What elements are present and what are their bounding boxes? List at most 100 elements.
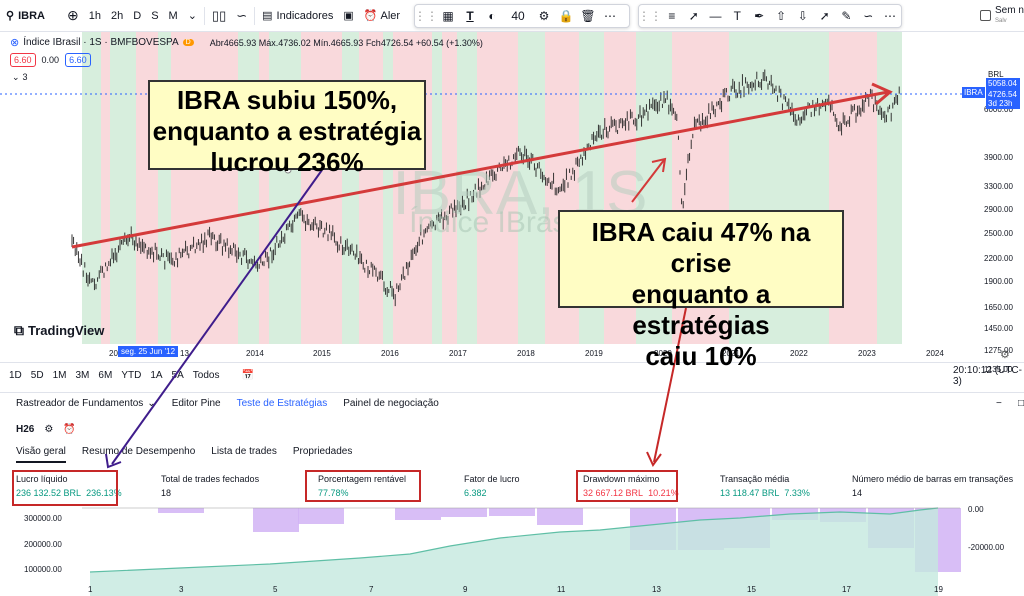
regime-band	[457, 32, 465, 344]
regime-band	[877, 32, 902, 344]
chart-settings-gear-icon[interactable]: ⚙	[1000, 349, 1010, 361]
alarm-add-icon[interactable]: ⏰	[63, 424, 76, 435]
sell-button[interactable]: 6.60	[10, 53, 36, 67]
trendline-icon[interactable]: ➚	[688, 9, 699, 23]
regime-band	[269, 32, 301, 344]
divider	[203, 6, 205, 25]
time-tick: 2022	[790, 349, 808, 358]
lock-icon[interactable]: 🔒	[558, 9, 574, 23]
regime-band	[128, 32, 136, 344]
horizontal-line-icon[interactable]: —	[709, 9, 722, 23]
metric-avg-bars: Número médio de barras em transações 14	[852, 474, 1014, 498]
regime-band	[442, 32, 457, 344]
equity-chart[interactable]: 300000.00 200000.00 100000.00 0.00 -20000.00…	[0, 506, 1024, 596]
high-price-tag: 5058.04	[986, 78, 1020, 89]
indicators-toggle[interactable]: ⌄ 3	[12, 72, 28, 83]
tab-fundamentals[interactable]: Rastreador de Fundamentos	[16, 398, 144, 409]
text-color-icon[interactable]: T	[466, 9, 474, 23]
save-area[interactable]: Sem n Salv	[995, 5, 1024, 25]
minimize-icon[interactable]: −	[996, 398, 1002, 409]
interval-d[interactable]: D	[133, 9, 142, 22]
arrow-down-icon[interactable]: ⇩	[797, 9, 808, 23]
indicators-button[interactable]: ▤ Indicadores	[257, 0, 338, 32]
font-size-value[interactable]: 40	[511, 9, 525, 23]
interval-m[interactable]: M	[168, 9, 178, 22]
data-source-badge: D	[182, 39, 194, 46]
more-icon[interactable]: ⋯	[604, 9, 616, 23]
drawdown-bar	[298, 508, 344, 524]
pen-icon[interactable]: ✎	[841, 9, 852, 23]
line-style-icon[interactable]: ∽	[236, 7, 248, 23]
candles-icon[interactable]: ▯▯	[211, 7, 227, 23]
fill-color-icon[interactable]: ◐	[488, 9, 496, 23]
callout-rise[interactable]: IBRA subiu 150%, enquanto a estratégia l…	[148, 80, 426, 177]
legend-title[interactable]: Índice IBrasil · 1S · BMFBOVESPA	[23, 37, 179, 48]
chevron-down-icon[interactable]: ⌄	[147, 398, 156, 409]
text-tool-icon[interactable]: T	[733, 9, 742, 23]
highlight-percent-profitable	[305, 470, 421, 502]
regime-band	[865, 32, 877, 344]
alert-button[interactable]: ⏰ Aler	[359, 0, 405, 32]
tradingview-logo[interactable]: ⧉ TradingView	[14, 322, 105, 338]
compare-button[interactable]: ⊕	[62, 0, 84, 32]
price-axis[interactable]: BRL 6000.00 3900.00 3300.00 2900.00 2500.00 2…	[968, 64, 1024, 394]
clock-label[interactable]: 20:10:12 (UTC-3)	[953, 364, 1022, 387]
crash-arrow-line[interactable]	[631, 159, 665, 203]
range-ytd[interactable]: YTD	[121, 370, 142, 381]
arrow-up-icon[interactable]: ⇧	[775, 9, 786, 23]
regime-band	[238, 32, 259, 344]
time-tick: 13	[180, 349, 189, 358]
drag-handle-icon[interactable]: ⋮⋮	[638, 9, 662, 23]
range-todos[interactable]: Todos	[192, 370, 220, 381]
bottom-panel-tabs: Rastreador de Fundamentos ⌄ Editor Pine …	[0, 392, 1024, 414]
interval-dropdown[interactable]: ⌄	[183, 0, 202, 32]
price-tick: 2900.00	[984, 205, 1013, 214]
symbol-search[interactable]: ⚲ IBRA	[0, 0, 62, 32]
range-1m[interactable]: 1M	[52, 370, 67, 381]
tab-pine-editor[interactable]: Editor Pine	[171, 398, 221, 409]
callout-crash[interactable]: IBRA caiu 47% na crise enquanto a estrat…	[558, 210, 844, 371]
tab-trading-panel[interactable]: Painel de negociação	[343, 398, 439, 409]
regime-band	[477, 32, 496, 344]
tab-trades-list[interactable]: Lista de trades	[211, 446, 277, 457]
tab-strategy-tester[interactable]: Teste de Estratégias	[236, 398, 328, 409]
time-tick: 2016	[381, 349, 399, 358]
templates-icon[interactable]: ▣	[343, 10, 354, 22]
more-icon[interactable]: ⋯	[884, 9, 897, 23]
strategy-name[interactable]: H26	[16, 424, 35, 435]
buy-button[interactable]: 6.60	[65, 53, 91, 67]
interval-s[interactable]: S	[151, 9, 159, 22]
tab-performance[interactable]: Resumo de Desempenho	[81, 446, 196, 457]
calendar-icon[interactable]: 📅	[241, 370, 254, 381]
template-grid-icon[interactable]: ▦	[442, 9, 454, 23]
brush-icon[interactable]: ✒	[754, 9, 765, 23]
strategy-settings-icon[interactable]: ⚙	[44, 424, 54, 435]
range-5a[interactable]: 5A	[171, 370, 184, 381]
drag-handle-icon[interactable]: ⋮⋮	[414, 9, 438, 23]
settings-gear-icon[interactable]: ⚙	[538, 9, 550, 23]
regime-band	[110, 32, 128, 344]
symbol-label: IBRA	[18, 9, 45, 22]
chevron-down-icon: ⌄	[187, 10, 197, 22]
range-1a[interactable]: 1A	[150, 370, 163, 381]
interval-1h[interactable]: 1h	[88, 9, 101, 22]
tab-overview[interactable]: Visão geral	[16, 446, 66, 463]
fib-icon[interactable]: ≡	[668, 9, 676, 23]
watermark-name: Índice IBrasil	[409, 206, 581, 239]
range-1d[interactable]: 1D	[9, 370, 22, 381]
layout-checkbox[interactable]	[975, 0, 996, 32]
trade-number-tick: 19	[934, 585, 943, 594]
ohlc-values: Abr4665.93 Máx.4736.02 Mín.4665.93 Fch47…	[209, 37, 483, 48]
interval-2h[interactable]: 2h	[110, 9, 124, 22]
arrow-tool-icon[interactable]: ➚	[819, 9, 830, 23]
range-5d[interactable]: 5D	[30, 370, 44, 381]
range-3m[interactable]: 3M	[75, 370, 90, 381]
time-tick: 2015	[313, 349, 331, 358]
tab-properties[interactable]: Propriedades	[292, 446, 353, 457]
close-icon[interactable]: ⊗	[10, 37, 20, 49]
trash-icon[interactable]: 🗑	[580, 9, 596, 23]
maximize-icon[interactable]: □	[1018, 398, 1024, 409]
bars-icon: ▤	[262, 10, 273, 22]
path-icon[interactable]: ∽	[863, 9, 874, 23]
range-6m[interactable]: 6M	[98, 370, 113, 381]
